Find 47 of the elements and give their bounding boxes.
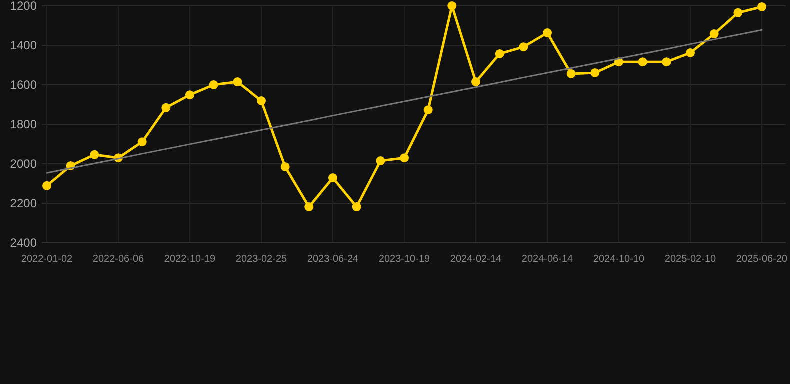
point [280, 162, 290, 172]
point [638, 58, 648, 67]
x-tick-label: 2022-01-02 [21, 254, 74, 265]
point [376, 156, 386, 166]
point [662, 58, 672, 67]
x-tick-label: 2022-06-06 [92, 254, 145, 265]
point [519, 42, 528, 52]
point [758, 2, 766, 12]
y-tick-label: 1600 [10, 78, 38, 92]
point [400, 154, 409, 163]
x-tick-label: 2023-06-24 [307, 254, 360, 265]
y-tick-label: 2400 [10, 236, 38, 250]
x-tick-label: 2024-02-14 [450, 254, 502, 265]
point [543, 28, 552, 38]
point [42, 181, 52, 190]
point [186, 90, 194, 100]
point [710, 30, 719, 39]
point [734, 8, 743, 18]
y-tick-label: 1200 [10, 0, 38, 14]
line-series [46, 29, 763, 174]
point [590, 68, 600, 78]
x-tick-label: 2024-10-10 [593, 254, 646, 265]
point [686, 48, 695, 58]
point [90, 150, 100, 160]
point [566, 69, 576, 78]
x-tick-label: 2023-02-25 [236, 254, 288, 265]
y-tick-label: 1400 [10, 38, 38, 53]
point [424, 106, 433, 115]
point [233, 78, 242, 87]
point [448, 2, 457, 10]
point [138, 138, 147, 147]
x-tick-label: 2023-10-19 [378, 254, 431, 265]
y-tick-label: 2000 [10, 157, 38, 172]
point [495, 49, 504, 58]
point [472, 78, 480, 87]
point [209, 80, 218, 90]
x-tick-label: 2025-02-10 [664, 254, 717, 265]
y-tick-label: 2200 [10, 196, 38, 211]
point [257, 96, 266, 106]
point [162, 103, 171, 112]
point [304, 202, 314, 212]
y-tick-label: 1800 [10, 118, 38, 132]
x-tick-label: 2025-06-20 [736, 254, 788, 265]
point [352, 202, 362, 212]
x-tick-label: 2024-06-14 [522, 254, 574, 265]
x-tick-label: 2022-10-19 [164, 254, 216, 265]
point [328, 174, 338, 183]
